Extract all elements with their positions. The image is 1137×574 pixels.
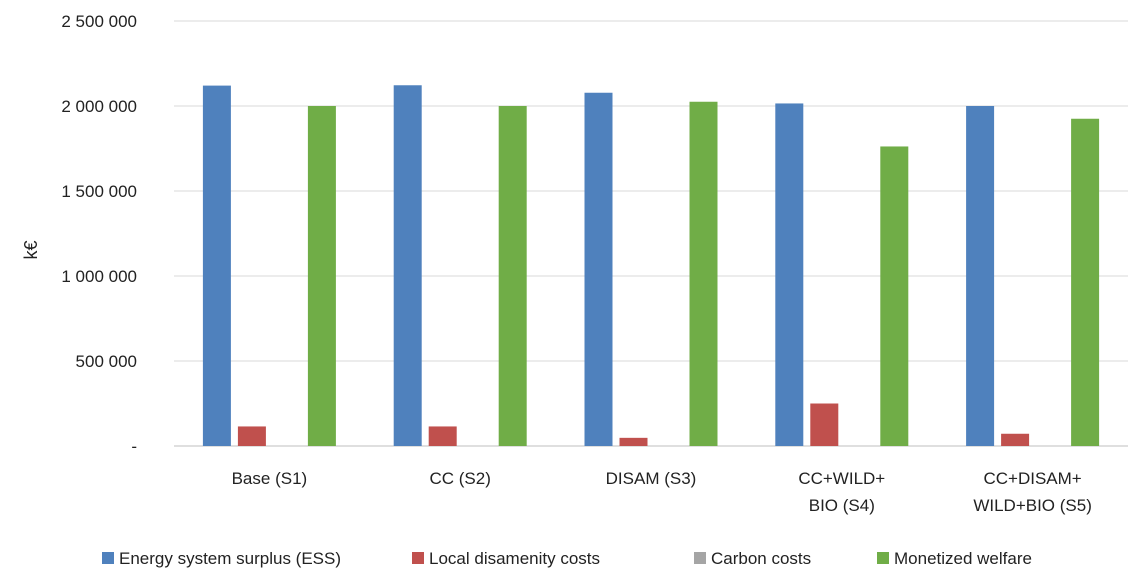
x-tick-label: WILD+BIO (S5) (973, 496, 1092, 515)
x-tick-label: CC (S2) (429, 469, 490, 488)
x-tick-label: Base (S1) (232, 469, 308, 488)
y-tick-label: 2 000 000 (61, 97, 137, 116)
legend-swatch (102, 552, 114, 564)
y-tick-labels: - 500 000 1 000 000 1 500 000 2 000 000 2 500… (61, 12, 137, 456)
bar-energy-system-surplus-ess--3 (584, 92, 613, 447)
bar-energy-system-surplus-ess--4 (775, 103, 804, 446)
legend: Energy system surplus (ESS) Local disamen… (102, 549, 1032, 568)
bar-monetized-welfare-1 (307, 106, 336, 446)
legend-label: Carbon costs (711, 549, 811, 568)
y-axis-title: k€ (21, 240, 41, 259)
legend-swatch (412, 552, 424, 564)
bar-monetized-welfare-4 (880, 146, 909, 446)
y-tick-label: 2 500 000 (61, 12, 137, 31)
legend-swatch (877, 552, 889, 564)
legend-label: Monetized welfare (894, 549, 1032, 568)
y-tick-label: 1 000 000 (61, 267, 137, 286)
x-tick-label: CC+WILD+ (798, 469, 885, 488)
legend-label: Energy system surplus (ESS) (119, 549, 341, 568)
bar-local-disamenity-costs-1 (237, 426, 266, 446)
bar-local-disamenity-costs-3 (619, 437, 648, 446)
bar-energy-system-surplus-ess--1 (202, 85, 231, 446)
x-tick-labels: Base (S1) CC (S2) DISAM (S3) CC+WILD+ BIO (S… (232, 469, 1092, 515)
bars (202, 85, 1100, 447)
bar-monetized-welfare-5 (1071, 118, 1100, 446)
bar-local-disamenity-costs-4 (810, 403, 839, 446)
bar-energy-system-surplus-ess--2 (393, 85, 422, 446)
bar-monetized-welfare-2 (498, 106, 527, 446)
bar-energy-system-surplus-ess--5 (966, 106, 995, 446)
x-tick-label: BIO (S4) (809, 496, 875, 515)
y-tick-label: 1 500 000 (61, 182, 137, 201)
bar-local-disamenity-costs-2 (428, 426, 457, 446)
legend-swatch (694, 552, 706, 564)
x-tick-label: DISAM (S3) (606, 469, 697, 488)
bar-monetized-welfare-3 (689, 101, 718, 446)
y-tick-label: 500 000 (76, 352, 137, 371)
y-tick-label: - (131, 437, 137, 456)
x-tick-label: CC+DISAM+ (983, 469, 1081, 488)
legend-label: Local disamenity costs (429, 549, 600, 568)
bar-local-disamenity-costs-5 (1001, 433, 1030, 446)
